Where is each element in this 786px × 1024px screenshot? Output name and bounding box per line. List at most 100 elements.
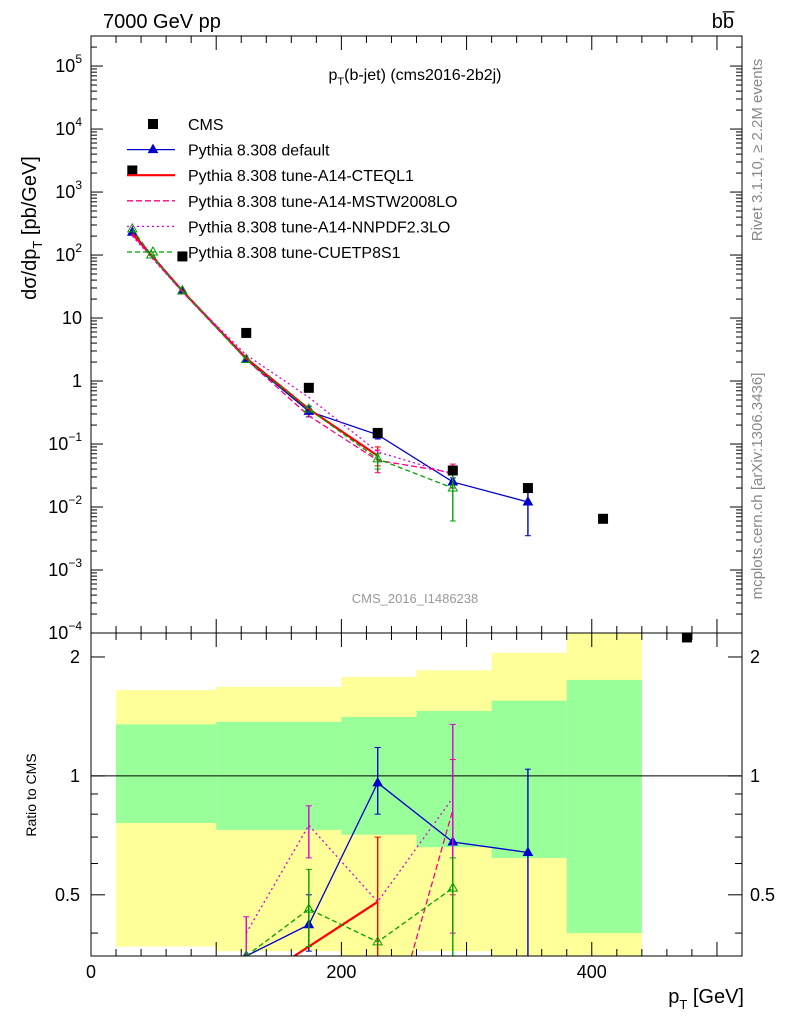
ratio-line-pythia-8-308-tune-a14-nnpdf2-3lo — [245, 797, 454, 934]
upper-y-tick-label-exp: 5 — [75, 52, 82, 66]
header-left-label: 7000 GeV pp — [103, 11, 221, 33]
upper-y-tick-label: 10−4 — [48, 619, 82, 643]
x-tick-label: 0 — [86, 962, 96, 982]
upper-marker-pythia-8-308-tune-cuetp8s1 — [240, 353, 252, 363]
plot-title-sub: T — [337, 76, 344, 88]
upper-line-pythia-8-308-tune-a14-mstw2008lo — [131, 234, 453, 474]
upper-y-tick-label-exp: −3 — [68, 556, 82, 570]
x-axis-label-rest: [GeV] — [687, 986, 744, 1008]
ratio-line-pythia-8-308-tune-cuetp8s1 — [245, 887, 454, 956]
x-tick-label: 400 — [577, 962, 607, 982]
legend-label-cms: CMS — [188, 117, 224, 134]
axis-ticks — [90, 35, 743, 956]
ratio-band-green — [116, 724, 217, 823]
x-tick-label: 200 — [326, 962, 356, 982]
legend-label-pythia-8-308-tune-a14-mstw2008lo: Pythia 8.308 tune-A14-MSTW2008LO — [188, 194, 457, 211]
upper-y-tick-label-base: 10 — [55, 56, 75, 76]
ratio-line-pythia-8-308-tune-a14-cteql1 — [292, 900, 379, 956]
upper-y-tick-label: 103 — [55, 178, 82, 202]
upper-y-tick-label-base: 10 — [62, 308, 82, 328]
plot-title-main: p — [328, 67, 337, 84]
upper-y-tick-label-base: 10 — [55, 119, 75, 139]
header-right-label: bb̅ — [712, 10, 735, 33]
upper-marker-pythia-8-308-default — [522, 496, 534, 506]
upper-y-tick-label-exp: −2 — [68, 493, 82, 507]
upper-y-tick-label: 104 — [55, 115, 82, 139]
upper-line-pythia-8-308-tune-a14-nnpdf2-3lo — [131, 235, 453, 475]
ratio-marker-pythia-8-308-tune-cuetp8s1 — [447, 882, 459, 892]
upper-y-tick-label-base: 10 — [48, 560, 68, 580]
upper-line-pythia-8-308-tune-a14-cteql1 — [131, 232, 379, 457]
upper-y-tick-label: 10−3 — [48, 556, 82, 580]
legend-label-pythia-8-308-tune-a14-nnpdf2-3lo: Pythia 8.308 tune-A14-NNPDF2.3LO — [188, 219, 450, 236]
ratio-y-tick-label-right: 2 — [750, 647, 760, 667]
ratio-marker-pythia-8-308-tune-cuetp8s1 — [303, 903, 315, 913]
cms-data-marker — [681, 632, 692, 643]
upper-y-tick-label-base: 10 — [55, 245, 75, 265]
upper-y-tick-label-base: 1 — [72, 371, 82, 391]
upper-series-layer — [126, 222, 534, 537]
upper-y-tick-label-exp: −1 — [68, 430, 82, 444]
side-label-bottom: mcplots.cern.ch [arXiv:1306.3436] — [749, 373, 766, 600]
upper-y-tick-label-exp: −4 — [68, 619, 82, 633]
upper-y-tick-label: 1 — [72, 371, 82, 391]
upper-y-tick-label: 105 — [55, 52, 82, 76]
ratio-y-axis-label: Ratio to CMS — [23, 753, 39, 836]
upper-marker-pythia-8-308-tune-cuetp8s1 — [303, 402, 315, 413]
upper-y-tick-label-base: 10 — [48, 497, 68, 517]
cms-data-marker — [447, 465, 458, 476]
ratio-marker-pythia-8-308-tune-cuetp8s1 — [242, 949, 250, 956]
cms-data-marker — [177, 251, 188, 262]
y-axis-label-rest: [pb/GeV] — [19, 156, 41, 241]
upper-y-tick-label-base: 10 — [48, 623, 68, 643]
y-axis-label-main: dσ/dp — [19, 249, 41, 300]
upper-y-tick-label-exp: 3 — [75, 178, 82, 192]
upper-y-tick-label: 10−2 — [48, 493, 82, 517]
legend-label-pythia-8-308-tune-a14-cteql1: Pythia 8.308 tune-A14-CTEQL1 — [188, 168, 414, 185]
ratio-marker-pythia-8-308-default — [522, 846, 534, 856]
ratio-y-tick-label: 2 — [70, 647, 80, 667]
upper-y-tick-label-exp: 2 — [75, 241, 82, 255]
ratio-band-green — [491, 700, 567, 858]
upper-y-tick-label: 10 — [62, 308, 82, 328]
upper-marker-pythia-8-308-tune-cuetp8s1 — [177, 284, 188, 295]
plot-title: pT(b-jet) (cms2016-2b2j) — [328, 67, 501, 88]
ratio-series-layer — [242, 723, 534, 956]
cms-data-marker — [241, 327, 252, 338]
ratio-y-tick-label: 0.5 — [55, 885, 80, 905]
upper-marker-pythia-8-308-tune-cuetp8s1 — [372, 452, 384, 463]
legend-marker-pythia-8-308-tune-cuetp8s1 — [147, 245, 159, 256]
ratio-y-tick-label-right: 1 — [750, 766, 760, 786]
x-axis-label-sub: T — [679, 997, 687, 1012]
legend: CMS Pythia 8.308 default Pythia 8.308 tune… — [127, 117, 457, 262]
ratio-marker-pythia-8-308-default — [372, 776, 384, 787]
upper-y-tick-label: 10−1 — [48, 430, 82, 454]
upper-y-tick-label-exp: 4 — [75, 115, 82, 129]
cms-data-marker — [522, 483, 533, 494]
side-label-top: Rivet 3.1.10, ≥ 2.2M events — [749, 59, 766, 242]
cms-data-points — [127, 165, 692, 643]
upper-marker-pythia-8-308-tune-cuetp8s1 — [126, 222, 138, 233]
upper-y-tick-label-base: 10 — [48, 434, 68, 454]
legend-marker-pythia-8-308-default — [147, 143, 159, 154]
upper-marker-pythia-8-308-tune-cuetp8s1 — [447, 482, 459, 492]
ratio-y-tick-label: 1 — [70, 766, 80, 786]
upper-y-tick-label: 102 — [55, 241, 82, 265]
legend-label-pythia-8-308-default: Pythia 8.308 default — [188, 143, 330, 160]
ratio-marker-pythia-8-308-tune-cuetp8s1 — [372, 935, 384, 946]
cms-data-marker — [303, 382, 314, 393]
legend-label-pythia-8-308-tune-cuetp8s1: Pythia 8.308 tune-CUETP8S1 — [188, 245, 401, 262]
x-axis-label: pT [GeV] — [668, 986, 744, 1012]
legend-marker-cms — [148, 119, 158, 129]
y-axis-label-sub: T — [30, 241, 45, 249]
x-axis-label-main: p — [668, 986, 679, 1008]
ratio-line-pythia-8-308-tune-a14-mstw2008lo — [410, 809, 454, 956]
upper-line-pythia-8-308-default — [131, 231, 529, 503]
upper-line-pythia-8-308-tune-cuetp8s1 — [131, 228, 454, 489]
ratio-band-green — [566, 679, 642, 934]
cms-data-marker — [598, 513, 609, 524]
watermark: CMS_2016_I1486238 — [352, 591, 479, 606]
ratio-band-green — [416, 710, 492, 848]
